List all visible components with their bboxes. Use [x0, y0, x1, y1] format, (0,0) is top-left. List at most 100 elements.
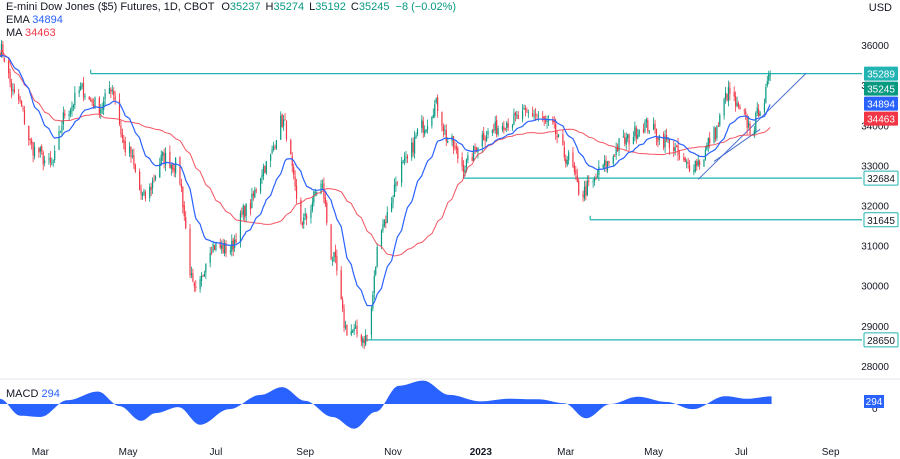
candle [103, 96, 105, 116]
x-tick-label: Jul [735, 447, 748, 458]
candle [192, 268, 194, 283]
candle-body [765, 86, 767, 103]
candle [543, 115, 545, 126]
candle-body [199, 279, 201, 290]
candle [100, 104, 102, 119]
candle-body [31, 140, 33, 144]
candle [182, 186, 184, 214]
candle-body [336, 255, 338, 271]
candle-body [608, 160, 610, 164]
candle [426, 119, 429, 134]
candle [143, 188, 145, 197]
candle-body [727, 86, 730, 102]
candle [455, 143, 457, 154]
candle [586, 175, 588, 197]
candle [615, 142, 617, 160]
candle [585, 180, 587, 201]
candle-body [104, 92, 106, 100]
candle [139, 168, 141, 191]
candle-body [74, 92, 76, 106]
candle [108, 81, 111, 95]
candle-body [606, 161, 609, 171]
candle [300, 197, 302, 225]
candle-body [113, 90, 115, 96]
candle [727, 80, 730, 107]
candle [432, 108, 434, 119]
candle [396, 181, 398, 186]
candle [676, 144, 678, 148]
candle-body [311, 202, 313, 211]
candle [120, 120, 122, 138]
candle-body [543, 116, 545, 121]
candle-body [756, 107, 758, 113]
candle-body [503, 126, 505, 130]
candle-body [42, 152, 44, 165]
candle [342, 296, 344, 313]
candle-body [534, 113, 537, 115]
candle [356, 319, 358, 338]
candle-body [487, 130, 489, 136]
x-tick-label: May [119, 447, 138, 458]
candle [33, 142, 36, 160]
candle-body [618, 138, 620, 152]
y-tick-label: 33000 [861, 161, 889, 172]
symbol-legend[interactable]: E-mini Dow Jones ($5) Futures, 1D, CBOT … [6, 1, 456, 13]
candle [123, 134, 125, 150]
candle-body [323, 183, 325, 199]
candle-body [261, 174, 263, 179]
candle [575, 165, 577, 180]
candle [673, 141, 675, 158]
low-value: 35192 [315, 1, 346, 13]
candle [516, 110, 518, 120]
candle-body [251, 194, 253, 208]
candle-body [203, 273, 206, 277]
macd-histogram [0, 380, 772, 429]
candle [504, 127, 506, 131]
candle-body [583, 186, 586, 199]
candle-body [120, 125, 122, 134]
candle-body [316, 192, 318, 194]
ma-legend[interactable]: MA 34463 [6, 27, 56, 39]
candle [422, 116, 424, 138]
candle-body [356, 325, 358, 335]
time-axis[interactable]: Mar May Jul Sep Nov 2023 Mar May Jul Sep [32, 447, 840, 458]
candle-body [342, 299, 344, 309]
candle [71, 101, 73, 117]
ema-line [0, 54, 771, 307]
currency-label[interactable]: USD [868, 2, 892, 14]
candle [104, 89, 106, 107]
candle-body [494, 121, 496, 131]
candle [403, 152, 406, 166]
candle [90, 97, 92, 102]
candle [41, 144, 43, 155]
x-tick-label: Nov [384, 447, 402, 458]
candle-body [143, 190, 145, 195]
candle [209, 247, 211, 268]
candle [205, 263, 207, 279]
candle [759, 110, 761, 117]
candle [487, 128, 489, 139]
candle-body [22, 107, 24, 110]
candle-body [648, 131, 650, 133]
candle-body [13, 89, 15, 93]
ema-legend[interactable]: EMA 34894 [6, 14, 63, 26]
candle-body [595, 177, 597, 179]
macd-legend[interactable]: MACD 294 [6, 388, 60, 400]
candle [739, 104, 741, 110]
candle-body [293, 167, 295, 176]
candle-body [703, 159, 705, 167]
candle-body [687, 162, 689, 164]
trendline [697, 72, 807, 180]
candle-body [683, 157, 685, 160]
candle [134, 163, 136, 174]
candle [431, 116, 433, 129]
candle-body [235, 239, 237, 243]
candle-body [274, 146, 276, 148]
candle-body [383, 220, 385, 227]
candle-body [517, 114, 519, 120]
candle-body [192, 273, 194, 282]
price-badge: 31645 [863, 212, 899, 228]
candle [294, 170, 296, 191]
candle [749, 120, 751, 135]
